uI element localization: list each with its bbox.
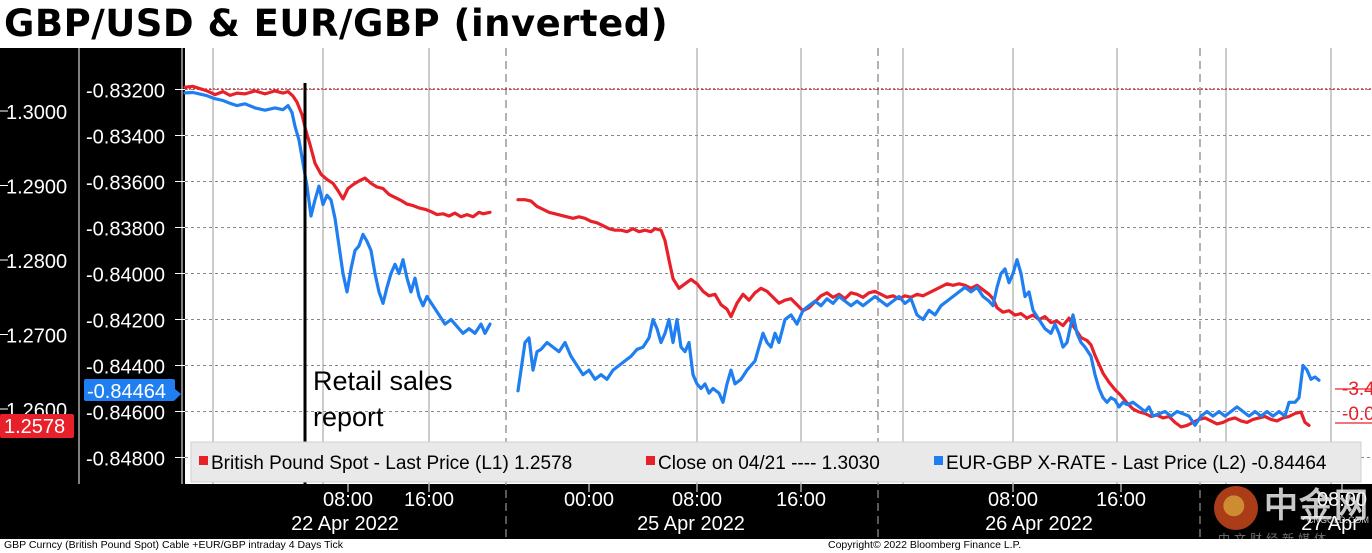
x-date-label: 25 Apr 2022 (637, 513, 745, 535)
chart-title: GBP/USD & EUR/GBP (inverted) (4, 2, 669, 45)
eurgbp-tag-label: -0.84464 (87, 381, 166, 403)
footer-description: GBP Curncy (British Pound Spot) Cable +E… (4, 539, 343, 551)
chart-area: 1.3000 1.2900 1.2800 1.2700 1.2600 -0.83200-… (0, 48, 1372, 540)
right-tick-label: -0.84600 (86, 403, 165, 425)
right-tick-label: -0.83400 (86, 127, 165, 149)
right-red-tag-label: -0.0 (1342, 404, 1372, 425)
x-date-label: 26 Apr 2022 (985, 513, 1093, 535)
x-time-label: 08:00 (988, 489, 1038, 511)
series-group (183, 84, 1321, 429)
footer-copyright: Copyright© 2022 Bloomberg Finance L.P. (828, 539, 1022, 551)
watermark-en: CNGOLD.COM (1307, 515, 1370, 525)
x-time-label: 08:00 (1317, 489, 1367, 511)
right-axis: -0.83200 -0.83400 -0.83600 -0.83800 -0.84000… (86, 48, 185, 484)
right-tick-label: -0.84200 (86, 311, 165, 333)
legend-swatch (646, 456, 655, 465)
annotation-line-1: Retail sales (313, 366, 453, 396)
annotation-line-2: report (313, 402, 384, 432)
legend: British Pound Spot - Last Price (L1) 1.2… (190, 441, 1362, 483)
gbpusd-line (516, 198, 1311, 429)
x-time-label: 16:00 (1096, 489, 1146, 511)
right-tick-label: -0.83200 (86, 81, 165, 103)
watermark-logo-icon (1214, 486, 1258, 530)
legend-box (190, 441, 1362, 483)
left-tick-label: 1.2800 (6, 251, 67, 273)
legend-swatch (934, 456, 943, 465)
left-tick-label: 1.2900 (6, 177, 67, 199)
x-date-label: 27 Apr (1301, 513, 1359, 535)
value-tags: -0.84464 1.2578 -3.4 -0.0 (0, 379, 1372, 438)
gbpusd-line (183, 84, 492, 219)
legend-swatch (199, 456, 208, 465)
gbpusd-tag (0, 414, 74, 438)
eurgbp-line (516, 258, 1321, 427)
right-tick-label: -0.84800 (86, 449, 165, 471)
right-blue-tag-label: -3.4 (1342, 379, 1372, 400)
watermark-cn: 中金网 (1264, 486, 1369, 526)
x-time-label: 16:00 (404, 489, 454, 511)
eurgbp-tag-bg (84, 379, 175, 401)
x-time-label: 08:00 (672, 489, 722, 511)
x-axis: 08:00 16:00 00:00 08:00 16:00 08:00 16:00 08:00… (291, 484, 1367, 535)
right-tick-label: -0.83600 (86, 173, 165, 195)
legend-label: Close on 04/21 ---- 1.3030 (658, 453, 880, 474)
gbpusd-tag-label: 1.2578 (4, 416, 65, 438)
grid-lines (185, 48, 1372, 484)
x-date-label: 22 Apr 2022 (291, 513, 399, 535)
right-tick-label: -0.83800 (86, 219, 165, 241)
right-tick-label: -0.84400 (86, 357, 165, 379)
plot-background (185, 48, 1372, 484)
left-tick-label: 1.3000 (6, 102, 67, 124)
footer: GBP Curncy (British Pound Spot) Cable +E… (0, 539, 1372, 553)
right-tick-label: -0.84000 (86, 265, 165, 287)
left-tick-label: 1.2700 (6, 326, 67, 348)
legend-label: EUR-GBP X-RATE - Last Price (L2) -0.8446… (946, 453, 1327, 474)
x-time-label: 00:00 (564, 489, 614, 511)
eurgbp-line (183, 90, 492, 335)
legend-label: British Pound Spot - Last Price (L1) 1.2… (211, 453, 572, 474)
x-time-label: 16:00 (776, 489, 826, 511)
x-time-label: 08:00 (323, 489, 373, 511)
